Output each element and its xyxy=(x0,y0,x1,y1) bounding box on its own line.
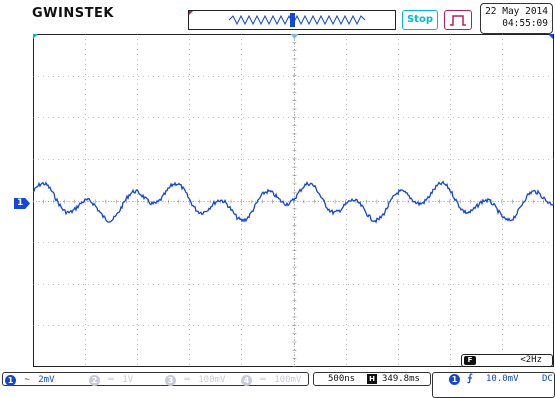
dc-coupling-icon: ═ xyxy=(108,375,114,385)
trigger-status[interactable]: 1 ⨍ 10.0mV DC xyxy=(432,372,555,398)
rising-edge-icon: ⨍ xyxy=(467,373,473,384)
time-text: 04:55:09 xyxy=(502,18,548,29)
time-per-div: 500ns xyxy=(328,374,356,384)
memory-waveform-icon xyxy=(189,11,366,27)
pulse-icon[interactable] xyxy=(444,10,472,30)
date-time-display: 22 May 2014 04:55:09 xyxy=(480,3,553,34)
dc-coupling-icon: ═ xyxy=(260,375,266,385)
date-text: 22 May 2014 xyxy=(485,6,548,17)
ch1-status[interactable]: 1 ~ 2mV xyxy=(5,374,55,387)
status-bar: 1 ~ 2mV 2 ═ 1V 3 ═ 100mV 4 ═ 100mV 500ns… xyxy=(0,372,555,398)
memory-position-bar[interactable] xyxy=(188,10,396,30)
trigger-level: 10.0mV xyxy=(486,374,519,384)
trigger-source-badge: 1 xyxy=(449,374,460,385)
ch3-status[interactable]: 3 ═ 100mV xyxy=(165,374,225,387)
ch4-status[interactable]: 4 ═ 100mV xyxy=(241,374,301,387)
timebase-status[interactable]: 500ns H 349.8ms xyxy=(313,372,431,386)
left-marker-icon xyxy=(33,34,38,39)
ch3-badge: 3 xyxy=(165,375,176,386)
channel-status-group: 1 ~ 2mV 2 ═ 1V 3 ═ 100mV 4 ═ 100mV xyxy=(2,372,309,386)
dc-coupling-icon: ═ xyxy=(184,375,190,385)
frequency-counter: F <2Hz xyxy=(461,354,553,367)
trigger-coupling: DC xyxy=(542,374,553,384)
ch4-badge: 4 xyxy=(241,375,252,386)
horizontal-position-icon: H xyxy=(367,374,377,384)
ch4-scale: 100mV xyxy=(274,375,302,385)
frequency-icon: F xyxy=(464,356,476,365)
ch2-badge: 2 xyxy=(89,375,100,386)
trigger-position-icon xyxy=(290,34,299,39)
ch1-badge: 1 xyxy=(5,375,16,386)
waveform-graticule[interactable] xyxy=(33,34,554,367)
ch1-trace xyxy=(33,180,554,224)
waveform-display xyxy=(33,34,554,367)
ch2-status[interactable]: 2 ═ 1V xyxy=(89,374,133,387)
horizontal-position: 349.8ms xyxy=(382,374,420,384)
ch1-ground-marker[interactable]: 1 xyxy=(14,198,30,209)
ch3-scale: 100mV xyxy=(198,375,226,385)
right-marker-icon xyxy=(548,34,553,39)
gwinstek-logo: GWINSTEK xyxy=(32,6,114,21)
ac-coupling-icon: ~ xyxy=(24,375,30,385)
ch1-scale: 2mV xyxy=(38,375,55,385)
run-stop-status[interactable]: Stop xyxy=(402,10,438,30)
frequency-value: <2Hz xyxy=(520,355,542,365)
ch2-scale: 1V xyxy=(122,375,134,385)
